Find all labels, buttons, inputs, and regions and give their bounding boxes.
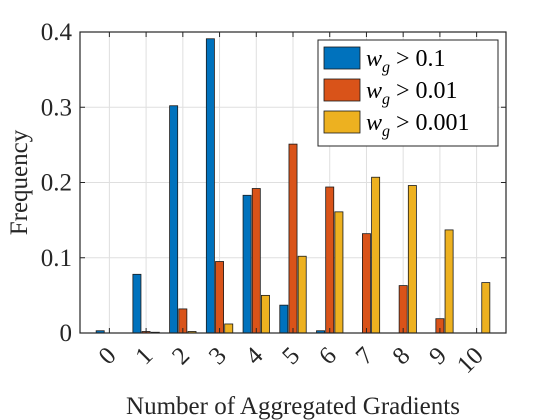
bar xyxy=(261,294,270,334)
y-tick-labels: 0 0.1 0.2 0.3 0.4 xyxy=(41,19,73,347)
y-tick-label: 0.3 xyxy=(41,94,72,121)
x-tick-label: 10 xyxy=(452,342,489,379)
legend-label: wg > 0.01 xyxy=(366,78,458,108)
bar xyxy=(279,304,289,334)
bar xyxy=(481,282,491,334)
bar xyxy=(334,211,344,334)
bar xyxy=(242,194,252,334)
bar xyxy=(169,105,179,334)
x-tick-labels: 0 1 2 3 4 5 6 7 8 9 10 xyxy=(94,342,489,379)
y-tick-label: 0.1 xyxy=(41,245,72,272)
bars xyxy=(95,38,491,334)
bar xyxy=(297,255,307,334)
bar xyxy=(325,186,335,334)
legend-swatch xyxy=(323,46,361,70)
y-tick-label: 0.4 xyxy=(41,19,73,46)
x-tick-label: 1 xyxy=(130,342,158,370)
bar xyxy=(205,38,215,334)
legend-label: wg > 0.001 xyxy=(366,110,470,140)
y-tick-label: 0.2 xyxy=(41,170,72,197)
x-tick-label: 0 xyxy=(94,342,122,370)
y-axis-title: Frequency xyxy=(6,129,33,235)
x-tick-label: 2 xyxy=(167,342,195,370)
bar xyxy=(251,188,261,334)
legend-swatch xyxy=(323,110,361,134)
bar xyxy=(362,233,371,334)
legend-swatch xyxy=(323,78,361,102)
x-tick-label: 8 xyxy=(387,342,415,370)
bar xyxy=(224,323,234,334)
x-axis-title: Number of Aggregated Gradients xyxy=(126,393,460,420)
axis-ticks xyxy=(80,31,506,334)
bar xyxy=(444,229,454,334)
legend-label: wg > 0.1 xyxy=(366,46,446,76)
x-tick-label: 7 xyxy=(351,342,379,370)
bar xyxy=(407,185,417,334)
bar xyxy=(371,176,381,334)
x-tick-label: 4 xyxy=(241,342,269,370)
bar xyxy=(398,285,408,334)
y-tick-label: 0 xyxy=(60,320,73,347)
bar xyxy=(132,273,142,334)
x-tick-label: 6 xyxy=(314,342,342,370)
x-tick-label: 9 xyxy=(424,342,452,370)
bar xyxy=(215,261,224,334)
bar xyxy=(288,143,298,334)
x-tick-label: 5 xyxy=(277,342,305,370)
x-tick-label: 3 xyxy=(204,342,232,370)
